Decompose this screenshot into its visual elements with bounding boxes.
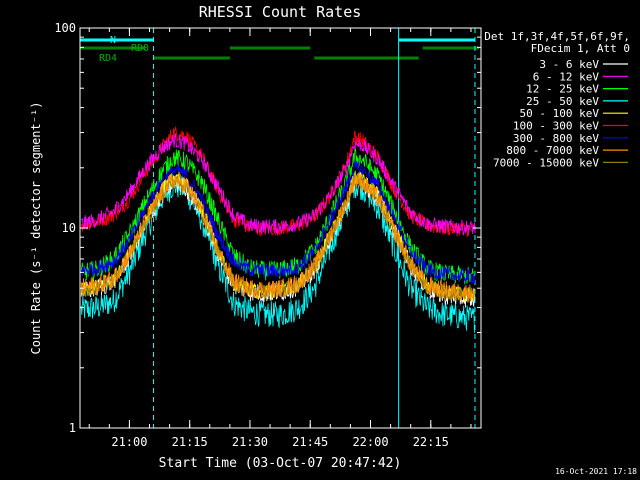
legend-label: 800 - 7000 keV <box>506 144 599 157</box>
x-axis-label: Start Time (03-Oct-07 20:47:42) <box>159 456 402 471</box>
y-tick-label: 1 <box>69 421 76 435</box>
legend-label: 7000 - 15000 keV <box>493 156 599 169</box>
attenuator-bars <box>80 38 479 60</box>
y-tick-label: 10 <box>62 221 76 235</box>
legend-label: 12 - 25 keV <box>526 83 599 96</box>
x-axis: 21:00 21:15 21:30 21:45 22:00 22:15 <box>88 28 472 449</box>
x-tick-label: 21:00 <box>111 435 147 449</box>
legend-label: 3 - 6 keV <box>539 58 599 71</box>
rd0-label: RD0 <box>131 43 149 54</box>
legend-label: 25 - 50 keV <box>526 95 599 108</box>
rd4-label: RD4 <box>99 53 117 64</box>
timestamp: 16-Oct-2021 17:18 <box>555 467 637 476</box>
legend-label: 100 - 300 keV <box>513 120 599 133</box>
series-line-7 <box>80 170 476 303</box>
series-line-6 <box>80 160 476 284</box>
legend: Det 1f,3f,4f,5f,6f,9f, FDecim 1, Att 0 3… <box>484 30 630 169</box>
y-axis-label: Count Rate (s⁻¹ detector segment⁻¹) <box>29 102 43 355</box>
legend-label: 300 - 800 keV <box>513 132 599 145</box>
chart-title: RHESSI Count Rates <box>199 3 362 21</box>
series-line-1 <box>80 132 476 236</box>
x-tick-label: 22:00 <box>352 435 388 449</box>
legend-header-line-2: FDecim 1, Att 0 <box>531 42 630 55</box>
x-tick-label: 22:15 <box>413 435 449 449</box>
night-label: N <box>110 35 116 46</box>
legend-header-line-1: Det 1f,3f,4f,5f,6f,9f, <box>484 30 630 43</box>
y-axis: 1 10 100 <box>54 21 481 435</box>
x-tick-label: 21:15 <box>172 435 208 449</box>
series-lines <box>80 126 476 333</box>
x-tick-label: 21:45 <box>292 435 328 449</box>
legend-label: 50 - 100 keV <box>520 107 600 120</box>
x-tick-label: 21:30 <box>232 435 268 449</box>
legend-label: 6 - 12 keV <box>533 70 600 83</box>
y-tick-label: 100 <box>54 21 76 35</box>
